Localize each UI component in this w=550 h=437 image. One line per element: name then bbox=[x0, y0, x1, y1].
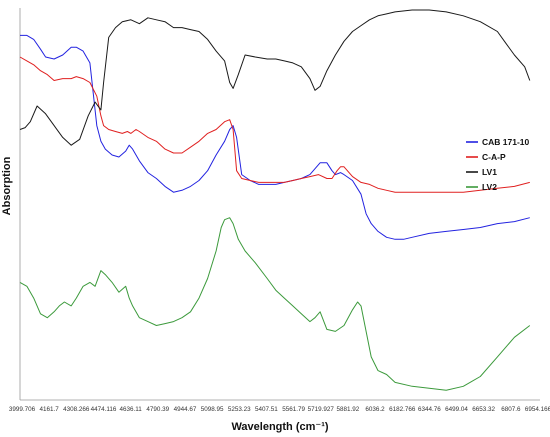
x-tick-label: 6954.166 bbox=[525, 406, 550, 413]
axes bbox=[19, 8, 540, 401]
x-tick-label: 4161.7 bbox=[40, 406, 60, 413]
legend: CAB 171-10 C-A-P LV1 LV2 bbox=[466, 137, 530, 192]
x-tick-label: 5561.79 bbox=[282, 406, 305, 413]
y-axis-title: Absorption bbox=[1, 156, 13, 215]
x-axis-title: Wavelength (cm⁻¹) bbox=[231, 421, 328, 433]
legend-label: LV1 bbox=[482, 167, 497, 177]
series-line-lv2 bbox=[19, 217, 531, 391]
x-tick-label: 3999.706 bbox=[9, 406, 36, 413]
x-tick-label: 5719.927 bbox=[308, 406, 335, 413]
x-tick-label: 6499.04 bbox=[445, 406, 468, 413]
x-tick-labels: 3999.706 4161.7 4308.266 4474.116 4636.11 479… bbox=[9, 406, 550, 413]
x-tick-label: 5098.95 bbox=[201, 406, 224, 413]
series-lines bbox=[19, 9, 531, 391]
x-tick-label: 6036.2 bbox=[365, 406, 385, 413]
series-line-cab-171-10 bbox=[20, 34, 530, 240]
x-tick-label: 4636.11 bbox=[119, 406, 142, 413]
x-tick-label: 5253.23 bbox=[228, 406, 251, 413]
legend-label: C-A-P bbox=[482, 152, 506, 162]
x-tick-label: 6182.766 bbox=[389, 406, 416, 413]
x-tick-label: 6344.76 bbox=[418, 406, 441, 413]
legend-label: LV2 bbox=[482, 182, 497, 192]
x-tick-label: 5881.92 bbox=[337, 406, 360, 413]
x-tick-label: 4790.39 bbox=[146, 406, 169, 413]
series-line-c-a-p bbox=[19, 56, 530, 193]
x-tick-label: 6807.6 bbox=[501, 406, 521, 413]
x-tick-label: 4944.67 bbox=[174, 406, 197, 413]
x-tick-label: 6653.32 bbox=[472, 406, 495, 413]
series-line-lv1 bbox=[19, 9, 531, 146]
x-tick-label: 4308.266 bbox=[63, 406, 90, 413]
x-tick-label: 4474.116 bbox=[91, 406, 117, 413]
x-tick-label: 5407.51 bbox=[255, 406, 278, 413]
legend-label: CAB 171-10 bbox=[482, 137, 530, 147]
